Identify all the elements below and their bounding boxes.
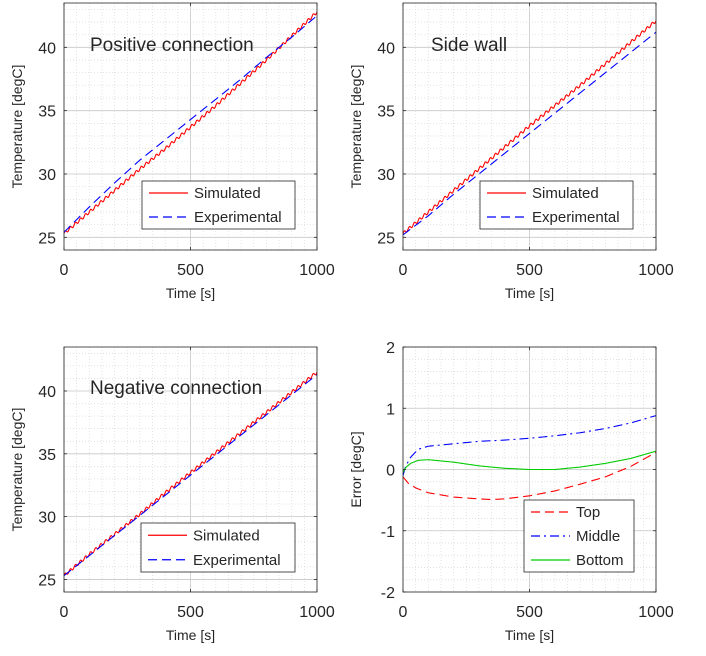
legend-box bbox=[141, 180, 296, 230]
x-axis-label: Time [s] bbox=[166, 285, 215, 301]
panel-title: Negative connection bbox=[90, 378, 262, 399]
x-tick-label: 1000 bbox=[299, 262, 335, 279]
series-line-simulated bbox=[63, 11, 318, 234]
x-tick-label: 0 bbox=[399, 262, 408, 279]
y-tick-label: -2 bbox=[381, 585, 395, 602]
series-line-bottom bbox=[402, 450, 657, 473]
series-line-simulated bbox=[63, 371, 318, 576]
chart-panel-2: 0 500 1000 25 30 35 40 Time [s] Temperature [deg… bbox=[348, 2, 674, 301]
series-line-middle bbox=[402, 415, 657, 476]
x-axis-label: Time [s] bbox=[505, 627, 554, 643]
y-axis-label: Temperature [degC] bbox=[9, 65, 25, 189]
y-axis-label: Temperature [degC] bbox=[348, 65, 364, 189]
legend: Simulated Experimental bbox=[141, 180, 296, 230]
x-tick-label: 500 bbox=[516, 262, 543, 279]
x-tick-label: 500 bbox=[516, 604, 543, 621]
y-tick-label: 30 bbox=[38, 167, 56, 184]
legend-box bbox=[140, 522, 296, 573]
y-tick-label: 35 bbox=[377, 104, 395, 121]
legend-label: Experimental bbox=[532, 209, 620, 226]
legend-box bbox=[479, 180, 634, 230]
legend-label: Simulated bbox=[193, 527, 260, 544]
y-tick-label: 40 bbox=[38, 384, 56, 401]
x-axis-label: Time [s] bbox=[505, 285, 554, 301]
y-tick-label: 25 bbox=[38, 572, 56, 589]
series-line-experimental bbox=[402, 31, 657, 236]
y-tick-label: 35 bbox=[38, 447, 56, 464]
y-tick-label: 40 bbox=[377, 40, 395, 57]
series-line-simulated bbox=[402, 20, 657, 234]
y-tick-label: 0 bbox=[386, 463, 395, 480]
y-tick-label: 30 bbox=[377, 167, 395, 184]
legend-label: Simulated bbox=[532, 185, 599, 202]
y-axis-label: Temperature [degC] bbox=[9, 408, 25, 532]
panel-title: Side wall bbox=[431, 35, 507, 56]
legend-label: Bottom bbox=[576, 552, 624, 569]
series-line-top bbox=[402, 451, 657, 501]
x-tick-label: 0 bbox=[60, 604, 69, 621]
y-tick-label: 1 bbox=[386, 401, 395, 418]
y-tick-label: 25 bbox=[38, 230, 56, 247]
x-tick-label: 1000 bbox=[638, 262, 674, 279]
legend-label: Experimental bbox=[193, 552, 281, 569]
y-tick-label: -1 bbox=[381, 524, 395, 541]
legend: Simulated Experimental bbox=[140, 522, 296, 573]
y-tick-label: 25 bbox=[377, 230, 395, 247]
legend: Simulated Experimental bbox=[479, 180, 634, 230]
y-axis-label: Error [degC] bbox=[348, 431, 364, 507]
series-line-experimental bbox=[63, 15, 318, 233]
chart-panel-4: 0 500 1000 -2 -1 0 1 2 Time [s] Error [degC] Top Mi… bbox=[348, 340, 674, 643]
x-tick-label: 0 bbox=[399, 604, 408, 621]
series-line-experimental bbox=[63, 374, 318, 577]
x-tick-label: 500 bbox=[177, 604, 204, 621]
panel-title: Positive connection bbox=[90, 35, 254, 56]
legend-label: Simulated bbox=[194, 185, 261, 202]
x-tick-label: 0 bbox=[60, 262, 69, 279]
chart-panel-1: 0 500 1000 25 30 35 40 Time [s] Temperature [deg… bbox=[9, 2, 335, 301]
x-tick-label: 500 bbox=[177, 262, 204, 279]
x-tick-label: 1000 bbox=[299, 604, 335, 621]
x-tick-label: 1000 bbox=[638, 604, 674, 621]
legend-label: Middle bbox=[576, 528, 620, 545]
y-tick-label: 2 bbox=[386, 340, 395, 357]
y-tick-label: 40 bbox=[38, 40, 56, 57]
legend: Top Middle Bottom bbox=[523, 499, 635, 573]
y-tick-label: 30 bbox=[38, 510, 56, 527]
legend-label: Experimental bbox=[194, 209, 282, 226]
x-axis-label: Time [s] bbox=[166, 627, 215, 643]
chart-panel-3: 0 500 1000 25 30 35 40 Time [s] Temperature [deg… bbox=[9, 346, 335, 643]
y-tick-label: 35 bbox=[38, 104, 56, 121]
legend-label: Top bbox=[576, 504, 600, 521]
